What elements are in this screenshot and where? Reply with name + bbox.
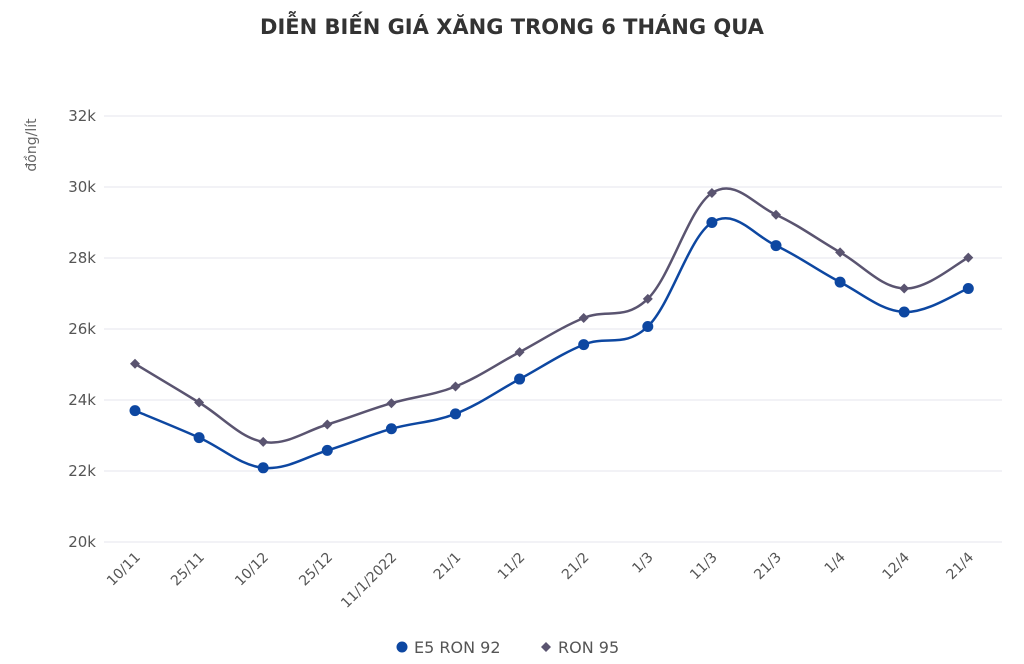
y-tick-label: 30k	[68, 178, 96, 196]
y-tick-label: 26k	[68, 320, 96, 338]
data-point	[194, 397, 205, 408]
x-tick-label: 1/4	[822, 549, 849, 576]
x-tick-label: 25/11	[168, 550, 208, 590]
x-tick-label: 10/12	[232, 550, 272, 590]
x-tick-label: 10/11	[104, 550, 144, 590]
data-point	[514, 347, 525, 358]
x-tick-label: 11/1/2022	[338, 550, 400, 612]
data-point	[450, 381, 461, 392]
series-e5-ron-92	[129, 217, 974, 474]
legend-label: RON 95	[558, 638, 619, 657]
data-point	[962, 283, 974, 295]
data-point	[899, 283, 910, 294]
data-point	[129, 405, 141, 417]
y-tick-label: 32k	[68, 107, 96, 125]
x-tick-label: 21/3	[751, 550, 785, 584]
legend: E5 RON 92 RON 95	[396, 638, 619, 657]
legend-marker	[541, 642, 551, 652]
data-point	[770, 240, 782, 252]
data-point	[193, 432, 205, 444]
y-tick-label: 24k	[68, 391, 96, 409]
data-point	[898, 306, 910, 318]
data-point	[321, 444, 333, 456]
x-tick-label: 11/3	[687, 550, 721, 584]
legend-item[interactable]: RON 95	[541, 638, 619, 657]
grid-lines	[104, 115, 1002, 543]
y-tick-label: 28k	[68, 249, 96, 267]
series-layer	[129, 187, 974, 474]
data-point	[963, 252, 974, 263]
data-point	[258, 436, 269, 447]
data-point	[642, 293, 653, 304]
data-point	[578, 312, 589, 323]
legend-item[interactable]: E5 RON 92	[396, 638, 501, 657]
data-point	[834, 276, 846, 288]
data-point	[835, 247, 846, 258]
x-tick-label: 21/2	[559, 550, 593, 584]
y-tick-label: 20k	[68, 533, 96, 551]
y-tick-labels: 20k 22k 24k 26k 28k 30k 32k	[68, 107, 96, 551]
data-point	[450, 408, 461, 420]
x-tick-label: 21/1	[431, 550, 465, 584]
data-point	[706, 188, 717, 199]
x-tick-label: 1/3	[629, 550, 656, 577]
y-tick-label: 22k	[68, 462, 96, 480]
data-point	[706, 217, 718, 228]
series-ron-95	[130, 187, 974, 447]
data-point	[385, 423, 397, 435]
data-point	[386, 398, 397, 409]
x-tick-label: 21/4	[944, 549, 978, 583]
chart-title: DIỄN BIẾN GIÁ XĂNG TRONG 6 THÁNG QUA	[260, 11, 765, 39]
x-tick-label: 25/12	[296, 550, 336, 590]
data-point	[771, 209, 781, 220]
data-point	[642, 321, 654, 333]
data-point	[322, 419, 333, 430]
legend-marker	[396, 641, 408, 653]
data-point	[514, 373, 526, 385]
y-axis-label: đồng/lít	[23, 118, 40, 172]
x-tick-labels: 10/11 25/11 10/12 25/12 11/1/2022 21/1 11/2 21/…	[104, 549, 977, 611]
series-line	[134, 187, 969, 444]
x-tick-label: 12/4	[879, 549, 913, 583]
data-point	[130, 358, 140, 369]
data-point	[257, 462, 269, 474]
x-tick-label: 11/2	[495, 550, 529, 584]
data-point	[578, 339, 590, 351]
legend-label: E5 RON 92	[414, 638, 501, 657]
series-line	[134, 217, 969, 470]
